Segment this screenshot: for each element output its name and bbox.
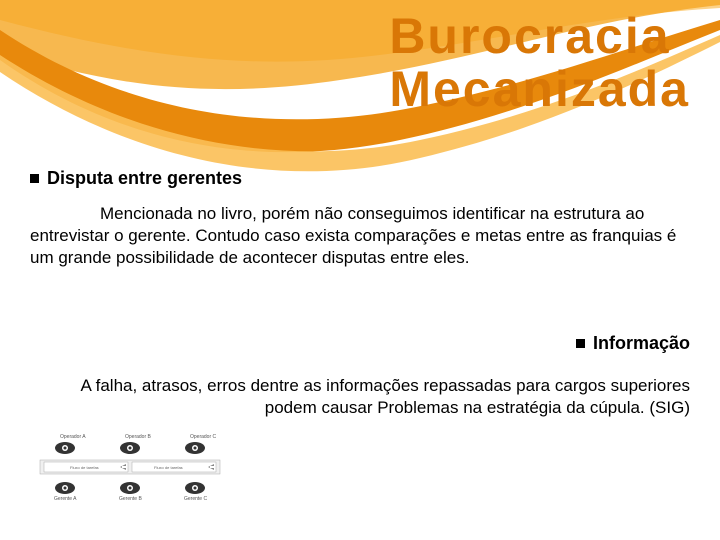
svg-text:Operador C: Operador C — [190, 434, 217, 440]
bullet-row-2: Informação — [576, 333, 690, 354]
title-line1: Burocracia — [389, 8, 670, 64]
section-disputa: Disputa entre gerentes Mencionada no liv… — [30, 168, 690, 269]
svg-text:Operador A: Operador A — [60, 434, 86, 440]
title-line2: Mecanizada — [389, 61, 690, 117]
section-informacao-body: A falha, atrasos, erros dentre as inform… — [30, 375, 690, 419]
heading-1: Disputa entre gerentes — [47, 168, 242, 189]
svg-text:Gerente B: Gerente B — [119, 496, 142, 502]
paragraph-1: Mencionada no livro, porém não conseguim… — [30, 203, 690, 269]
heading-2: Informação — [593, 333, 690, 354]
paragraph-2: A falha, atrasos, erros dentre as inform… — [30, 375, 690, 419]
svg-text:Fluxo de tarefas: Fluxo de tarefas — [154, 465, 183, 470]
svg-text:Fluxo de tarefas: Fluxo de tarefas — [70, 465, 99, 470]
bullet-row-1: Disputa entre gerentes — [30, 168, 690, 189]
square-bullet-icon — [576, 339, 585, 348]
slide-title: Burocracia Mecanizada — [389, 10, 690, 115]
section-informacao-heading: Informação — [576, 333, 690, 368]
org-diagram: Operador A Operador B Operador C Fluxo d… — [30, 430, 230, 502]
square-bullet-icon — [30, 174, 39, 183]
svg-text:Gerente C: Gerente C — [184, 496, 207, 502]
svg-text:Gerente A: Gerente A — [54, 496, 77, 502]
svg-text:Operador B: Operador B — [125, 434, 152, 440]
